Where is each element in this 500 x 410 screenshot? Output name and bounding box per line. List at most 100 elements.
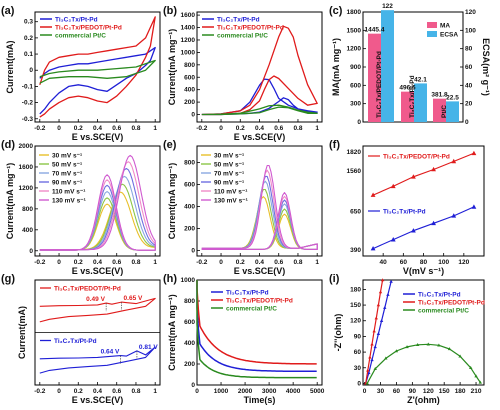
x-tick-label: -0.2 <box>34 259 46 266</box>
x-tick-label: 0.6 <box>112 125 121 132</box>
y-tick-label: 800 <box>184 298 195 305</box>
y-tick-label: 400 <box>184 340 195 347</box>
y-tick-label: 0 <box>29 67 33 74</box>
x-tick-label: 2000 <box>238 388 253 395</box>
y-tick-label: 800 <box>184 62 195 69</box>
y-tick-label: 1000 <box>181 49 196 56</box>
y-tick-label: 400 <box>184 204 195 211</box>
x-tick-label: 0.8 <box>131 259 140 266</box>
y-tick-label: 400 <box>184 87 195 94</box>
x-tick-label: 0.6 <box>112 259 121 266</box>
panel-i: 0 30 60 90 120 150 180 210 0 30 60 90 120 150 180 Z'(oh… <box>329 273 485 405</box>
y2-tick-label: 0 <box>465 119 469 126</box>
y-tick-label: 1800 <box>347 9 362 16</box>
legend-entry: Ti₃C₂Tx/Pt-Pd <box>54 338 97 345</box>
x-tick-label: 0.2 <box>74 259 83 266</box>
legend-entry: 90 mV s⁻¹ <box>214 179 244 186</box>
y-tick-label: 0 <box>191 248 195 255</box>
y-tick-label: 300 <box>350 101 361 108</box>
y-axis-label: -Z''(ohm) <box>333 314 343 352</box>
y-tick-label: 2000 <box>19 143 34 150</box>
legend-entry: 50 mV s⁻¹ <box>52 161 82 168</box>
x-tick-label: 1 <box>153 125 157 132</box>
y-tick-label: 120 <box>350 318 361 325</box>
data-point <box>384 356 388 360</box>
data-point <box>405 345 409 349</box>
data-point <box>374 316 378 320</box>
panel-label: (b) <box>163 5 177 17</box>
data-point <box>471 150 477 156</box>
panel-a: -0.2 0 0.2 0.4 0.6 0.8 1-0.3-0.2-0.100.10.20.3… <box>1 5 161 142</box>
panel-g: (g) -0.2 0 0.2 0.4 0.6 0.8 1 E vs.SCE(V) Current(… <box>1 273 161 405</box>
bar-value-label: 1445.4 <box>365 27 385 34</box>
legend-entry: Ti₃C₂Tx/Pt-Pd <box>383 208 426 215</box>
y-tick-label: 1500 <box>347 27 362 34</box>
y-tick-label: 800 <box>184 160 195 167</box>
data-point <box>471 204 477 209</box>
cv-curve <box>39 297 156 323</box>
bar-category-label: Pt/C <box>441 105 448 118</box>
x-tick-label: 0.8 <box>131 125 140 132</box>
y-axis-label: Current(mA mg⁻¹) <box>167 294 177 370</box>
legend-entry: 110 mV s⁻¹ <box>214 188 247 195</box>
legend-entry: commercial Pt/C <box>217 32 268 39</box>
y-tick-label: 60 <box>354 349 362 356</box>
peak-annotation: 0.64 V <box>101 349 120 356</box>
scan-rate-curve <box>201 164 318 250</box>
legend-entry: Ti₃C₂Tx/PEDOT/Pt-Pd <box>226 297 293 304</box>
x-tick-label: 0 <box>57 388 61 395</box>
data-point <box>415 342 420 346</box>
y-tick-label: 400 <box>22 227 33 234</box>
y-axis-label: Current(mA) <box>5 40 15 93</box>
bar-ecsa <box>446 101 459 122</box>
y-axis-label: Current(mA mg⁻¹) <box>167 163 177 239</box>
x-tick-label: -0.2 <box>196 259 208 266</box>
x-tick-label: 60 <box>400 259 408 266</box>
x-tick-label: -0.2 <box>196 125 208 132</box>
panel-label: (c) <box>329 5 343 17</box>
y-tick-label: 1200 <box>19 185 34 192</box>
bar-value-label: 22.5 <box>446 94 459 101</box>
y2-tick-label: 120 <box>465 9 476 16</box>
data-point <box>390 237 396 242</box>
y2-tick-label: 40 <box>465 82 473 89</box>
peak-annotation: 0.81 V <box>139 344 158 351</box>
legend-entry: 90 mV s⁻¹ <box>52 179 82 186</box>
y-tick-label: 1600 <box>181 12 196 19</box>
y-tick-label: 1820 <box>347 149 362 156</box>
data-point <box>469 365 473 369</box>
y-tick-label: -0.1 <box>22 83 34 90</box>
data-point <box>372 329 376 333</box>
y-tick-label: 150 <box>350 302 361 309</box>
data-point <box>478 380 482 384</box>
x-tick-label: 0.4 <box>255 259 264 266</box>
data-point <box>411 174 416 179</box>
panel-label: (e) <box>163 139 177 151</box>
x-tick-label: 30 <box>377 388 385 395</box>
legend-entry: Ti₃C₂Tx/Pt-Pd <box>217 16 260 23</box>
x-tick-label: 0.4 <box>93 259 102 266</box>
trend-line <box>372 206 475 250</box>
x-tick-label: 100 <box>438 259 449 266</box>
y2-tick-label: 20 <box>465 101 473 108</box>
x-tick-label: 80 <box>420 259 428 266</box>
chrono-curve <box>196 280 317 379</box>
y-axis-label: Current(mA mg⁻¹) <box>5 163 15 239</box>
legend-entry: 30 mV s⁻¹ <box>214 152 244 159</box>
x-tick-label: 1 <box>153 388 157 395</box>
y-tick-label: 1400 <box>181 25 196 32</box>
x-tick-label: -0.2 <box>34 125 46 132</box>
x-tick-label: 120 <box>423 388 434 395</box>
x-axis-label: Z'(ohm) <box>407 395 440 405</box>
x-axis-label: V(mV s⁻¹) <box>403 266 444 276</box>
y-tick-label: 200 <box>184 361 195 368</box>
nyquist-curve <box>366 343 481 384</box>
x-tick-label: 0.6 <box>274 259 283 266</box>
y-tick-label: 30 <box>354 365 362 372</box>
panel-label: (a) <box>1 5 15 17</box>
y-tick-label: 90 <box>354 333 362 340</box>
data-point <box>386 292 390 296</box>
